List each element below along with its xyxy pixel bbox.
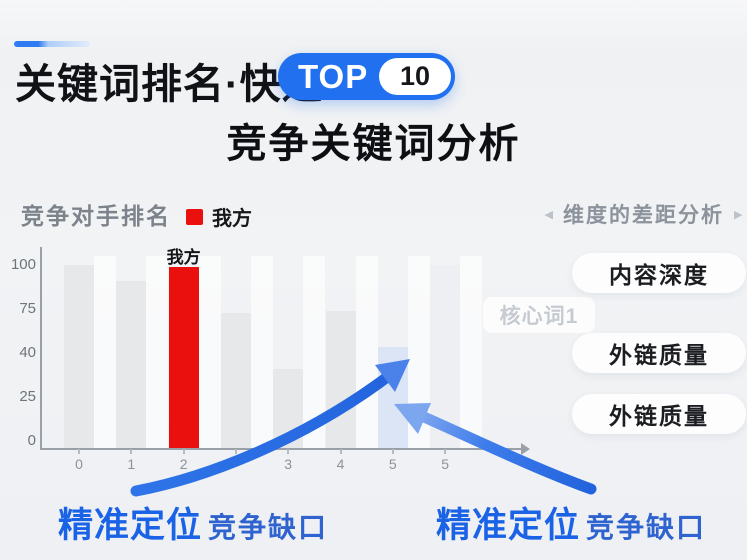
bar-competitor xyxy=(273,369,304,448)
x-axis-tick xyxy=(339,449,342,454)
chart-column-stripe xyxy=(355,256,378,448)
y-axis-tick-label: 40 xyxy=(19,344,36,361)
legend-swatch-red xyxy=(186,208,203,225)
chevron-right-icon[interactable]: ▶ xyxy=(734,208,743,221)
x-axis-tick xyxy=(496,449,499,454)
x-axis-arrowhead-icon xyxy=(521,443,530,455)
chart-column-stripe xyxy=(303,256,326,448)
x-axis-tick-label: 5 xyxy=(388,456,397,472)
bar-ours xyxy=(168,267,199,448)
dimension-analysis-title: 维度的差距分析 xyxy=(563,204,724,227)
bar-competitor xyxy=(64,265,94,448)
dimension-pill-backlink-quality-2[interactable]: 外链质量 xyxy=(572,394,746,434)
x-axis-tick xyxy=(391,449,394,454)
annotation-left-rest: 竞争缺口 xyxy=(208,512,329,543)
annotation-right: 精准定位 竞争缺口 xyxy=(436,497,706,548)
y-axis xyxy=(40,247,42,449)
bar-highlight xyxy=(377,347,408,448)
top10-badge: TOP 10 xyxy=(278,53,455,100)
x-axis-tick-label: 5 xyxy=(441,456,449,472)
chart-column-stripe xyxy=(94,256,117,448)
y-axis-tick-label: 75 xyxy=(19,300,36,317)
chart-column-stripe xyxy=(198,256,221,448)
legend-label: 我方 xyxy=(212,208,252,230)
x-axis-tick xyxy=(130,449,133,454)
dimension-pill-backlink-quality[interactable]: 外链质量 xyxy=(572,333,746,373)
chart-column-stripe xyxy=(460,256,483,448)
chevron-left-icon[interactable]: ◀ xyxy=(544,208,553,221)
y-axis-tick-label: 25 xyxy=(19,388,36,405)
chart-legend: 我方 xyxy=(186,202,252,231)
x-axis-tick-label: 2 xyxy=(179,456,188,472)
x-axis-tick-label: 0 xyxy=(75,456,83,472)
chart-title: 竞争对手排名 xyxy=(21,203,171,229)
bar-competitor xyxy=(116,281,147,448)
x-axis-tick xyxy=(234,449,237,454)
chart-column-stripe xyxy=(251,256,274,448)
bar-ghost xyxy=(430,265,461,448)
x-axis-tick xyxy=(444,449,447,454)
x-axis-tick xyxy=(182,449,185,454)
bar-competitor xyxy=(325,311,356,448)
x-axis-tick xyxy=(78,449,80,454)
chart-column-stripe xyxy=(407,256,430,448)
page-title: 关键词排名·快速 xyxy=(15,61,324,107)
bar-label: 我方 xyxy=(166,248,201,267)
y-axis-tick-label: 100 xyxy=(10,256,36,273)
annotation-left-highlight: 精准定位 xyxy=(58,506,203,545)
dimension-analysis-header: ◀ 维度的差距分析 ▶ xyxy=(540,199,747,229)
core-keyword-tag: 核心词1 xyxy=(483,297,595,333)
top-badge-number: 10 xyxy=(379,58,451,95)
dimension-pill-content-depth[interactable]: 内容深度 xyxy=(572,253,746,293)
x-axis-tick-label: 3 xyxy=(284,456,293,472)
x-axis-tick-label: 4 xyxy=(336,456,345,472)
page-subtitle: 竞争关键词分析 xyxy=(226,122,521,166)
y-axis-tick-label: 0 xyxy=(27,432,36,449)
x-axis-tick xyxy=(287,449,290,454)
annotation-left: 精准定位 竞争缺口 xyxy=(58,497,328,548)
annotation-right-rest: 竞争缺口 xyxy=(586,512,707,543)
annotation-right-highlight: 精准定位 xyxy=(436,506,581,545)
x-axis xyxy=(40,448,522,450)
bar-competitor xyxy=(220,313,251,448)
x-axis-tick-label: 1 xyxy=(127,456,136,472)
title-accent-bar xyxy=(14,41,90,47)
top-badge-label: TOP xyxy=(298,57,369,95)
chart-column-stripe xyxy=(146,256,169,448)
